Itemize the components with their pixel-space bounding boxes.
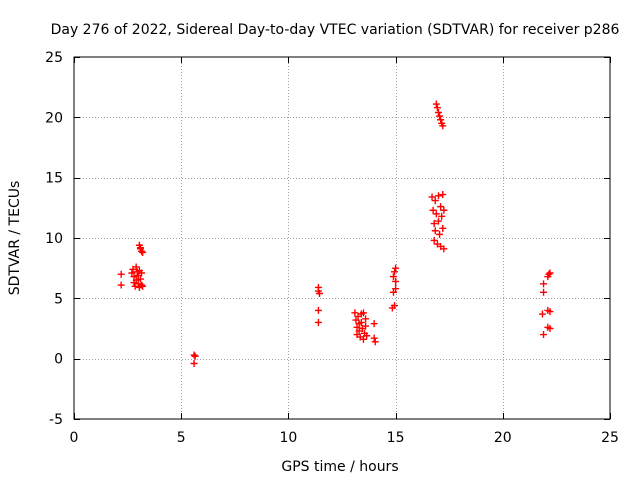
data-point — [315, 290, 323, 298]
data-point — [431, 227, 439, 235]
data-point — [440, 245, 448, 253]
data-point — [540, 280, 548, 288]
x-tick-label: 20 — [494, 430, 512, 446]
chart-title: Day 276 of 2022, Sidereal Day-to-day VTE… — [51, 22, 620, 38]
data-point — [314, 318, 322, 326]
data-points — [117, 100, 554, 367]
data-point — [440, 206, 448, 214]
data-point — [138, 247, 146, 255]
data-point — [433, 104, 441, 112]
data-point — [439, 191, 447, 199]
data-point — [439, 122, 447, 130]
data-point — [392, 264, 400, 272]
data-point — [430, 236, 438, 244]
data-point — [132, 276, 140, 284]
data-point — [432, 100, 440, 108]
data-point — [430, 220, 438, 228]
y-tick-label: 10 — [45, 231, 63, 247]
data-point — [546, 269, 554, 277]
data-point — [436, 112, 444, 120]
data-point — [389, 273, 397, 281]
y-tick-label: 5 — [54, 291, 63, 307]
x-tick-label: 10 — [279, 430, 297, 446]
data-point — [136, 275, 144, 283]
data-point — [436, 230, 444, 238]
data-point — [138, 269, 146, 277]
y-tick-label: 0 — [54, 352, 63, 368]
data-point — [139, 248, 147, 256]
data-point — [362, 315, 370, 323]
data-point — [359, 335, 367, 343]
data-point — [370, 320, 378, 328]
data-point — [432, 210, 440, 218]
data-point — [136, 244, 144, 252]
data-point — [190, 351, 198, 359]
axis-ticks: 0 5 10 15 20 25 -5 0 5 10 15 20 25 — [45, 50, 619, 446]
data-point — [546, 308, 554, 316]
data-point — [139, 282, 147, 290]
data-point — [434, 109, 442, 117]
y-tick-label: 20 — [45, 110, 63, 126]
data-point — [117, 281, 125, 289]
data-point — [138, 281, 146, 289]
data-point — [357, 318, 365, 326]
y-tick-label: 15 — [45, 171, 63, 187]
data-point — [545, 270, 553, 278]
data-point — [434, 217, 442, 225]
data-point — [370, 334, 378, 342]
data-point — [540, 288, 548, 296]
data-point — [314, 306, 322, 314]
data-point — [351, 309, 359, 317]
data-point — [540, 331, 548, 339]
data-point — [434, 192, 442, 200]
data-point — [437, 203, 445, 211]
data-point — [389, 288, 397, 296]
data-point — [362, 322, 370, 330]
plot-frame — [73, 56, 611, 420]
data-point — [191, 352, 199, 360]
x-tick-label: 15 — [387, 430, 405, 446]
data-point — [429, 206, 437, 214]
data-point — [538, 310, 546, 318]
data-point — [391, 268, 399, 276]
x-tick-label: 0 — [70, 430, 79, 446]
data-point — [190, 359, 198, 367]
data-point — [392, 285, 400, 293]
data-point — [130, 273, 138, 281]
grid-lines — [74, 57, 610, 419]
x-axis-label: GPS time / hours — [281, 459, 398, 475]
data-point — [371, 338, 379, 346]
data-point — [428, 193, 436, 201]
data-point — [134, 280, 142, 288]
y-tick-label: -5 — [49, 412, 63, 428]
y-tick-label: 25 — [45, 50, 63, 66]
y-axis-label: SDTVAR / TECUs — [7, 181, 23, 296]
data-point — [353, 323, 361, 331]
x-tick-label: 25 — [601, 430, 619, 446]
data-point — [363, 332, 371, 340]
data-point — [437, 116, 445, 124]
data-point — [128, 269, 136, 277]
data-point — [438, 212, 446, 220]
x-tick-label: 5 — [177, 430, 186, 446]
data-point — [132, 263, 140, 271]
data-point — [439, 224, 447, 232]
data-point — [391, 302, 399, 310]
data-point — [359, 309, 367, 317]
data-point — [431, 197, 439, 205]
data-point — [546, 325, 554, 332]
data-point — [117, 270, 125, 278]
data-point — [392, 277, 400, 285]
data-point — [352, 316, 360, 324]
